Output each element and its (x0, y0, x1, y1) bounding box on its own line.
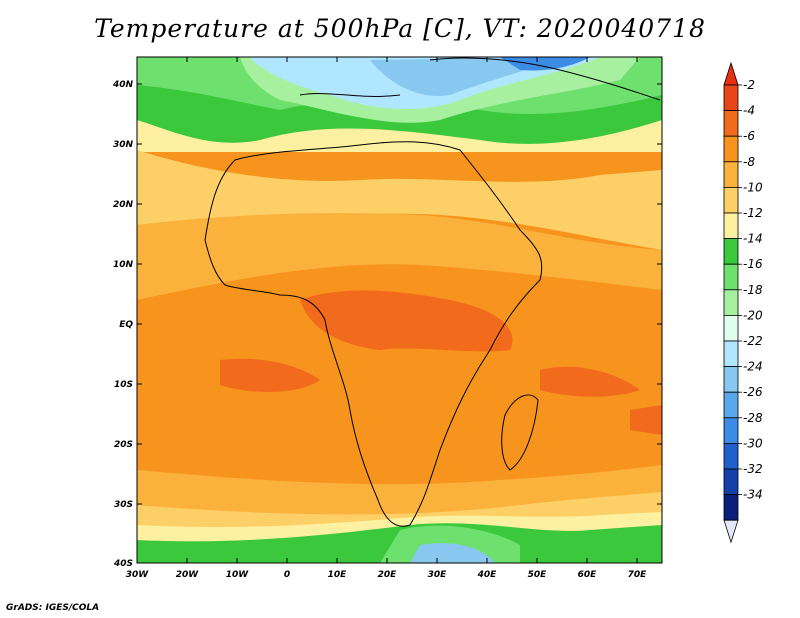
coastlines (204, 57, 661, 527)
colorbar-swatch (723, 186, 739, 214)
colorbar-swatch (723, 238, 739, 265)
lon-tick-label: 70E (628, 570, 648, 580)
lat-tick-label: 30N (113, 140, 134, 150)
lat-tick-label: 40S (113, 559, 133, 569)
lon-tick-label: 30E (428, 570, 448, 580)
colorbar-swatch (723, 391, 739, 419)
colorbar-swatch (723, 314, 739, 342)
lat-tick-label: 40N (112, 80, 134, 90)
colorbar-top-arrow (723, 61, 739, 86)
colorbar-label: -12 (743, 206, 763, 220)
lon-tick-label: 10W (226, 570, 250, 580)
colorbar-swatch (723, 212, 739, 240)
colorbar-swatch (723, 494, 739, 521)
colorbar-label: -2 (743, 78, 755, 92)
colorbar-swatch (723, 340, 739, 368)
colorbar-swatch (723, 263, 739, 291)
colorbar-label: -24 (743, 360, 763, 374)
colorbar-swatch (723, 468, 739, 496)
colorbar-label: -8 (743, 155, 755, 169)
lon-tick-label: 60E (578, 570, 598, 580)
colorbar-swatch (723, 161, 739, 188)
credit-text: GrADS: IGES/COLA (6, 603, 100, 613)
colorbar-label: -18 (743, 283, 763, 297)
lat-tick-label: 10S (114, 380, 133, 390)
colorbar-label: -28 (743, 411, 763, 425)
colorbar-label: -6 (743, 129, 755, 143)
lon-tick-label: 10E (328, 570, 348, 580)
colorbar-swatch (723, 442, 739, 470)
colorbar-swatch (723, 289, 739, 316)
colorbar: -2 -4 -6 -8 -10 -12 -14 -16 -18 -20 -22 -24 -26 -28 -3… (723, 61, 763, 544)
colorbar-label: -14 (743, 232, 763, 246)
colorbar-swatch (723, 135, 739, 163)
colorbar-label: -30 (743, 436, 763, 450)
colorbar-label: -20 (743, 308, 763, 322)
lon-tick-label: 30W (126, 570, 150, 580)
map-frame (136, 56, 663, 564)
colorbar-swatch (723, 84, 739, 112)
lon-tick-label: 40E (477, 570, 498, 580)
lat-tick-label: 20S (114, 440, 133, 450)
colorbar-label: -16 (743, 257, 763, 271)
colorbar-swatch (723, 110, 739, 137)
lon-tick-label: 20W (176, 570, 200, 580)
lon-tick-label: 20E (378, 570, 398, 580)
longitude-axis: 30W 20W 10W 0 10E 20E 30E 40E 50E 60E 70E (126, 57, 647, 580)
colorbar-label: -4 (743, 104, 755, 118)
colorbar-swatch (723, 417, 739, 444)
lat-tick-label: 30S (114, 500, 133, 510)
colorbar-swatch (723, 366, 739, 393)
latitude-axis: 40N 30N 20N 10N EQ 10S 20S 30S 40S (112, 80, 662, 569)
colorbar-label: -32 (743, 462, 763, 476)
temperature-field (137, 57, 662, 563)
lat-tick-label: EQ (119, 320, 133, 330)
colorbar-label: -26 (743, 385, 763, 399)
colorbar-bottom-arrow (723, 519, 739, 544)
colorbar-label: -10 (743, 180, 763, 194)
colorbar-label: -22 (743, 334, 763, 348)
chart-title: Temperature at 500hPa [C], VT: 202004071… (94, 14, 706, 43)
lat-tick-label: 10N (113, 260, 134, 270)
colorbar-label: -34 (743, 488, 763, 502)
lat-tick-label: 20N (113, 200, 134, 210)
lon-tick-label: 50E (528, 570, 548, 580)
lon-tick-label: 0 (284, 570, 290, 580)
